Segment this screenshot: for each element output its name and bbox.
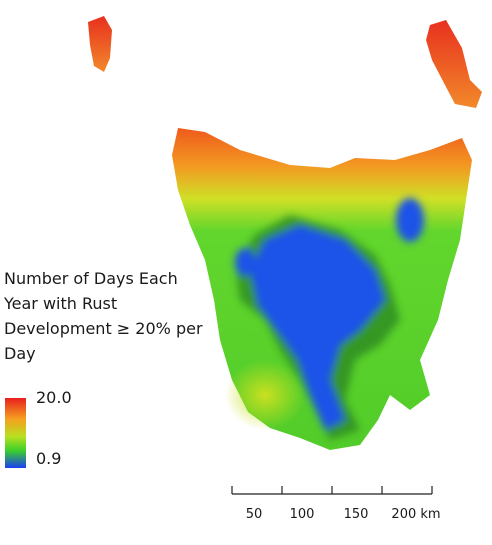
legend: Number of Days Each Year with Rust Devel… — [3, 269, 203, 468]
tasmania — [88, 16, 482, 450]
legend-title: Year with Rust — [3, 294, 117, 313]
scale-bar — [231, 486, 433, 495]
legend-title: Day — [4, 344, 36, 363]
legend-min: 0.9 — [36, 449, 61, 468]
legend-max: 20.0 — [36, 388, 72, 407]
legend-title: Number of Days Each — [4, 269, 178, 288]
legend-title: Development ≥ 20% per — [4, 319, 203, 338]
scale-label: 200 km — [391, 507, 440, 522]
color-bar — [5, 398, 26, 468]
scale-label: 100 — [290, 507, 315, 522]
scale-label: 150 — [344, 507, 369, 522]
scale-label: 50 — [246, 507, 263, 522]
